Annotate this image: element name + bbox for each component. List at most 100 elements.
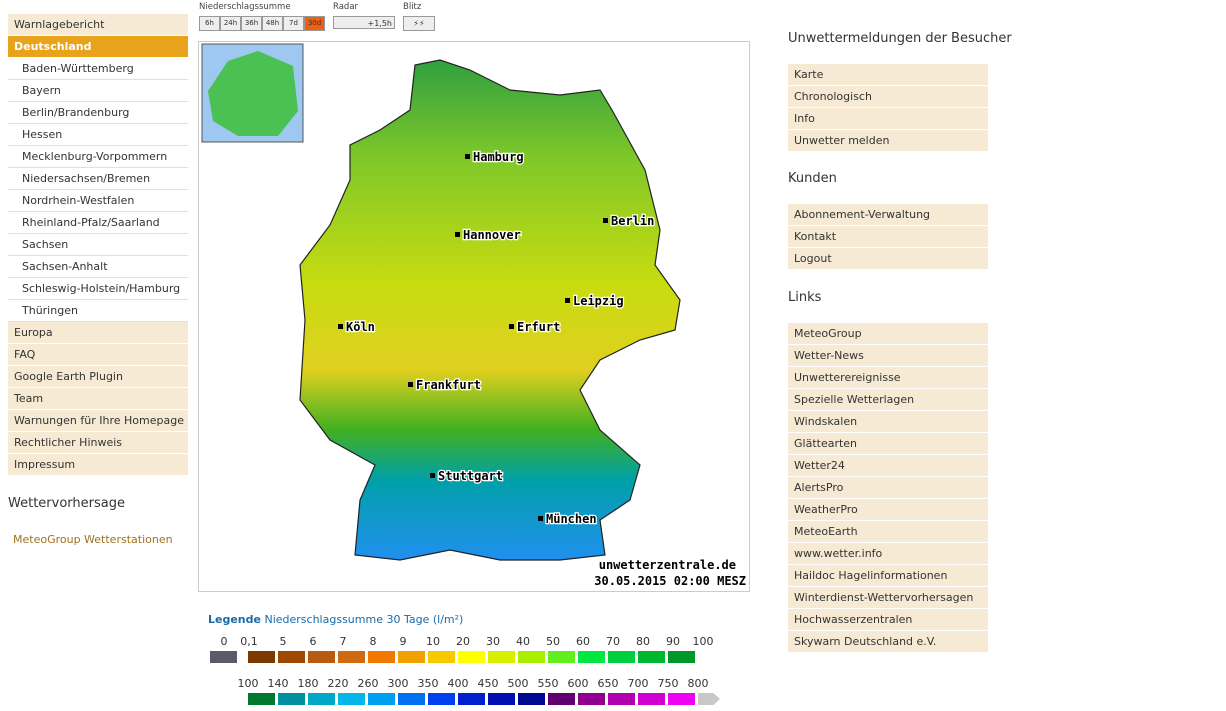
sidebar-link[interactable]: MeteoEarth <box>788 521 988 543</box>
city-label: Berlin <box>611 214 654 228</box>
legend-subtitle: Niederschlagssumme 30 Tage (l/m²) <box>264 613 464 626</box>
precip-button[interactable]: 6h <box>199 16 220 31</box>
city-label: Frankfurt <box>416 378 481 392</box>
nav-link[interactable]: FAQ <box>8 344 188 366</box>
legend-swatch <box>638 693 665 705</box>
precip-button[interactable]: 36h <box>241 16 262 31</box>
legend-swatch <box>698 693 720 705</box>
nav-link[interactable]: Hessen <box>8 124 188 146</box>
sidebar-link[interactable]: WeatherPro <box>788 499 988 521</box>
sidebar-link[interactable]: Kontakt <box>788 226 988 248</box>
legend-heading: Legende Niederschlagssumme 30 Tage (l/m²… <box>208 613 463 626</box>
sidebar-link[interactable]: Chronologisch <box>788 86 988 108</box>
legend-swatch <box>248 651 275 663</box>
precip-button[interactable]: 24h <box>220 16 241 31</box>
legend-swatch <box>458 651 485 663</box>
nav-link[interactable]: Warnungen für Ihre Homepage <box>8 410 188 432</box>
legend-label: 300 <box>387 677 409 690</box>
legend-swatch <box>458 693 485 705</box>
sidebar-link[interactable]: Glättearten <box>788 433 988 455</box>
legend-swatch <box>338 651 365 663</box>
city-label: Hannover <box>463 228 521 242</box>
city-label: Stuttgart <box>438 469 503 483</box>
legend-label: 8 <box>369 635 377 648</box>
nav-link[interactable]: Baden-Württemberg <box>8 58 188 80</box>
sidebar-link[interactable]: Unwetterereignisse <box>788 367 988 389</box>
sidebar-link[interactable]: Karte <box>788 64 988 86</box>
sidebar-link[interactable]: Haildoc Hagelinformationen <box>788 565 988 587</box>
legend-label: 260 <box>357 677 379 690</box>
legend-label: 9 <box>399 635 407 648</box>
legend-label: 30 <box>486 635 500 648</box>
legend-label: 350 <box>417 677 439 690</box>
nav-link[interactable]: Europa <box>8 322 188 344</box>
sidebar-link[interactable]: Wetter24 <box>788 455 988 477</box>
nav-link[interactable]: Sachsen-Anhalt <box>8 256 188 278</box>
city-label: Köln <box>346 320 375 334</box>
legend-swatch <box>398 651 425 663</box>
legend-swatch <box>210 651 237 663</box>
nav-link[interactable]: Team <box>8 388 188 410</box>
precip-button[interactable]: 7d <box>283 16 304 31</box>
city-dot <box>455 232 460 237</box>
legend-label: 5 <box>279 635 287 648</box>
sidebar-link[interactable]: Hochwasserzentralen <box>788 609 988 631</box>
nav-link[interactable]: Google Earth Plugin <box>8 366 188 388</box>
section-title: Unwettermeldungen der Besucher <box>788 31 1012 46</box>
map-source: unwetterzentrale.de <box>599 558 736 572</box>
sidebar-link[interactable]: www.wetter.info <box>788 543 988 565</box>
nav-link[interactable]: Impressum <box>8 454 188 476</box>
nav-link[interactable]: Deutschland <box>8 36 188 58</box>
sidebar-link[interactable]: Skywarn Deutschland e.V. <box>788 631 988 653</box>
forecast-link[interactable]: MeteoGroup Wetterstationen <box>13 533 173 546</box>
radar-button[interactable]: +1,5h <box>333 16 395 29</box>
legend-swatch <box>668 693 695 705</box>
nav-link[interactable]: Rechtlicher Hinweis <box>8 432 188 454</box>
sidebar-link[interactable]: Spezielle Wetterlagen <box>788 389 988 411</box>
legend-label: 600 <box>567 677 589 690</box>
forecast-title: Wettervorhersage <box>8 496 125 511</box>
sidebar-link[interactable]: Abonnement-Verwaltung <box>788 204 988 226</box>
legend-label: 220 <box>327 677 349 690</box>
lightning-button[interactable]: ⚡⚡ <box>403 16 435 31</box>
sidebar-link[interactable]: Logout <box>788 248 988 270</box>
city-dot <box>465 154 470 159</box>
legend-label: 0 <box>220 635 228 648</box>
legend-title: Legende <box>208 613 261 626</box>
nav-link[interactable]: Nordrhein-Westfalen <box>8 190 188 212</box>
precip-button[interactable]: 30d <box>304 16 325 31</box>
legend-label: 500 <box>507 677 529 690</box>
nav-link[interactable]: Niedersachsen/Bremen <box>8 168 188 190</box>
city-dot <box>565 298 570 303</box>
sidebar-link[interactable]: MeteoGroup <box>788 323 988 345</box>
nav-link[interactable]: Rheinland-Pfalz/Saarland <box>8 212 188 234</box>
nav-link[interactable]: Schleswig-Holstein/Hamburg <box>8 278 188 300</box>
nav-link[interactable]: Sachsen <box>8 234 188 256</box>
legend-label: 100 <box>237 677 259 690</box>
sidebar-link[interactable]: Wetter-News <box>788 345 988 367</box>
nav-link[interactable]: Bayern <box>8 80 188 102</box>
sidebar-link[interactable]: Info <box>788 108 988 130</box>
legend-swatch <box>488 693 515 705</box>
legend-swatch <box>578 693 605 705</box>
germany-map <box>299 59 681 561</box>
sidebar-link[interactable]: Unwetter melden <box>788 130 988 152</box>
legend-label: 7 <box>339 635 347 648</box>
precip-button[interactable]: 48h <box>262 16 283 31</box>
nav-link[interactable]: Warnlagebericht <box>8 14 188 36</box>
legend-label: 800 <box>687 677 709 690</box>
sidebar-link[interactable]: Windskalen <box>788 411 988 433</box>
legend-swatch <box>428 651 455 663</box>
nav-link[interactable]: Mecklenburg-Vorpommern <box>8 146 188 168</box>
legend-label: 100 <box>692 635 714 648</box>
legend-swatch <box>278 693 305 705</box>
nav-link[interactable]: Thüringen <box>8 300 188 322</box>
sidebar-link[interactable]: Winterdienst-Wettervorhersagen <box>788 587 988 609</box>
sidebar-link[interactable]: AlertsPro <box>788 477 988 499</box>
legend-label: 750 <box>657 677 679 690</box>
city-label: München <box>546 512 597 526</box>
nav-link[interactable]: Berlin/Brandenburg <box>8 102 188 124</box>
legend-swatch <box>548 651 575 663</box>
legend-swatch <box>308 651 335 663</box>
legend-swatch <box>548 693 575 705</box>
